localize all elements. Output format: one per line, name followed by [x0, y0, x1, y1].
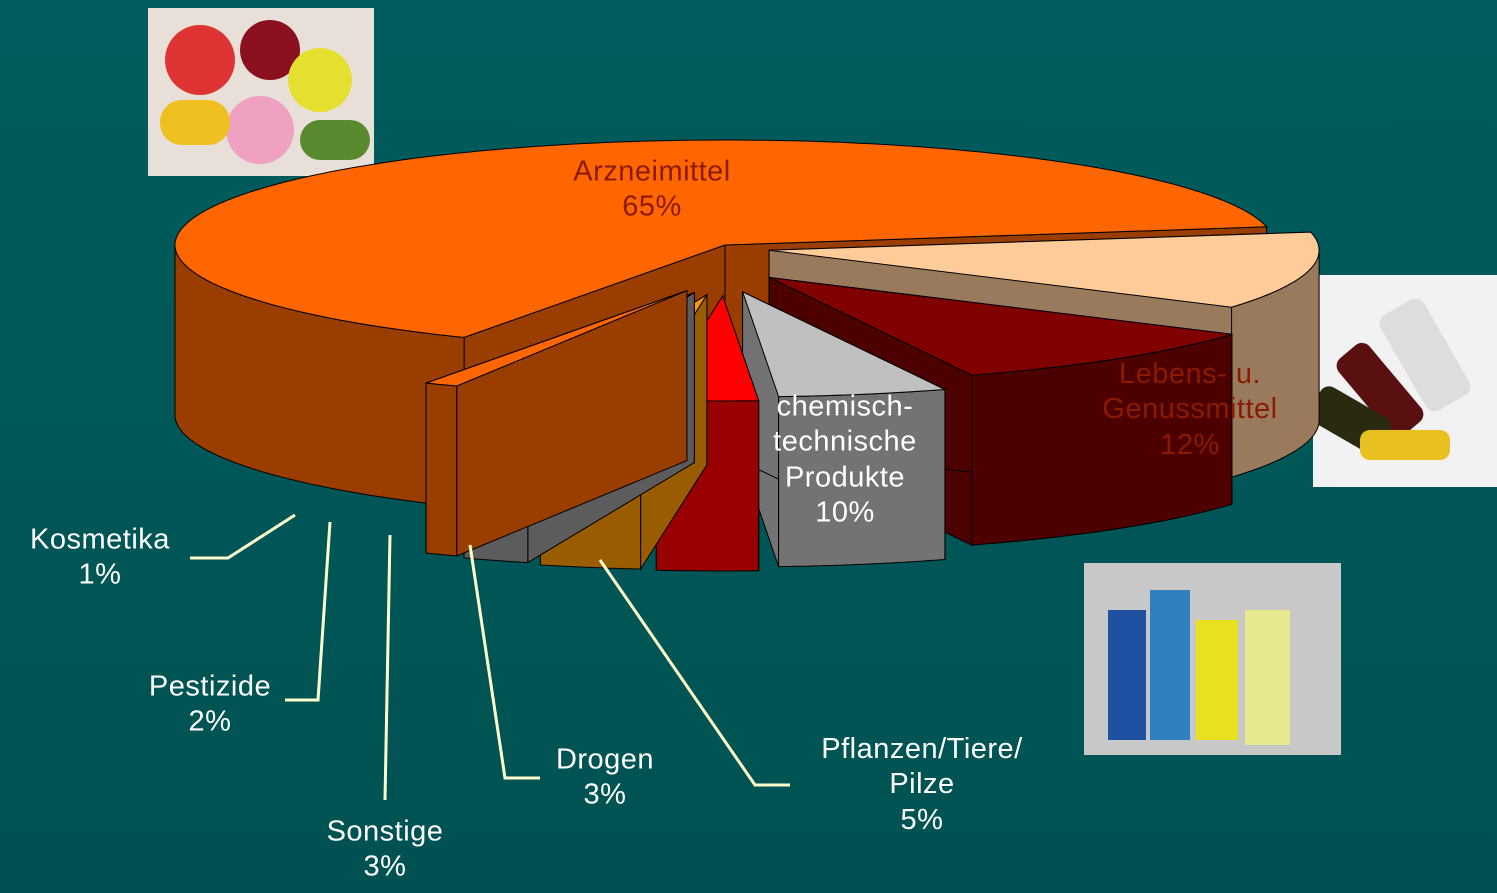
slice-label: Drogen 3% — [556, 743, 654, 814]
category-label: Sonstige — [326, 815, 444, 848]
slice — [174, 139, 1268, 338]
category-label: Drogen — [555, 743, 655, 776]
leader-line — [598, 559, 790, 787]
photo-pills — [148, 8, 374, 176]
value-label: 3% — [363, 851, 407, 883]
category-label: Lebens- u. Genussmittel — [1102, 357, 1278, 426]
photo-bottles — [1309, 275, 1497, 487]
photo-cleaners — [1084, 563, 1341, 755]
leader-line — [383, 534, 392, 801]
slice-side — [425, 382, 458, 557]
category-label: chemisch- technische Produkte — [773, 390, 917, 493]
leader-line — [468, 544, 540, 780]
slice-label: Kosmetika 1% — [30, 523, 170, 594]
value-label: 5% — [900, 803, 944, 836]
leader-line — [190, 513, 296, 560]
slice-label: Lebens- u. Genussmittel 12% — [1102, 357, 1277, 463]
slice — [769, 277, 1233, 376]
category-label: Arzneimittel — [573, 155, 731, 188]
slice-label: Pflanzen/Tiere/ Pilze 5% — [821, 732, 1022, 838]
slice-label: Arzneimittel 65% — [573, 155, 731, 226]
category-label: Pflanzen/Tiere/ Pilze — [821, 732, 1023, 801]
slice — [769, 231, 1320, 308]
slice-label: chemisch- technische Produkte 10% — [773, 389, 917, 531]
value-label: 3% — [583, 779, 627, 811]
slice-label: Sonstige 3% — [327, 815, 444, 886]
value-label: 12% — [1160, 428, 1220, 461]
value-label: 10% — [815, 496, 875, 529]
slice-label: Pestizide 2% — [149, 670, 271, 741]
slice — [425, 290, 688, 387]
category-label: Kosmetika — [30, 523, 170, 556]
leader-line — [285, 521, 332, 702]
value-label: 1% — [78, 559, 122, 591]
value-label: 65% — [622, 191, 682, 223]
category-label: Pestizide — [148, 670, 272, 703]
slice — [741, 290, 947, 398]
value-label: 2% — [188, 706, 232, 738]
